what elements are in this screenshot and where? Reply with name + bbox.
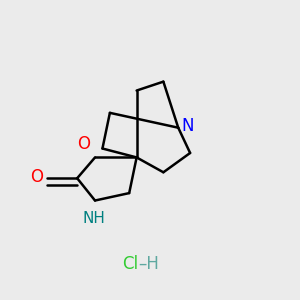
Text: O: O: [30, 168, 43, 186]
Text: N: N: [182, 117, 194, 135]
Text: O: O: [78, 135, 91, 153]
Text: NH: NH: [82, 211, 105, 226]
Text: Cl: Cl: [122, 255, 138, 273]
Text: –H: –H: [138, 255, 159, 273]
